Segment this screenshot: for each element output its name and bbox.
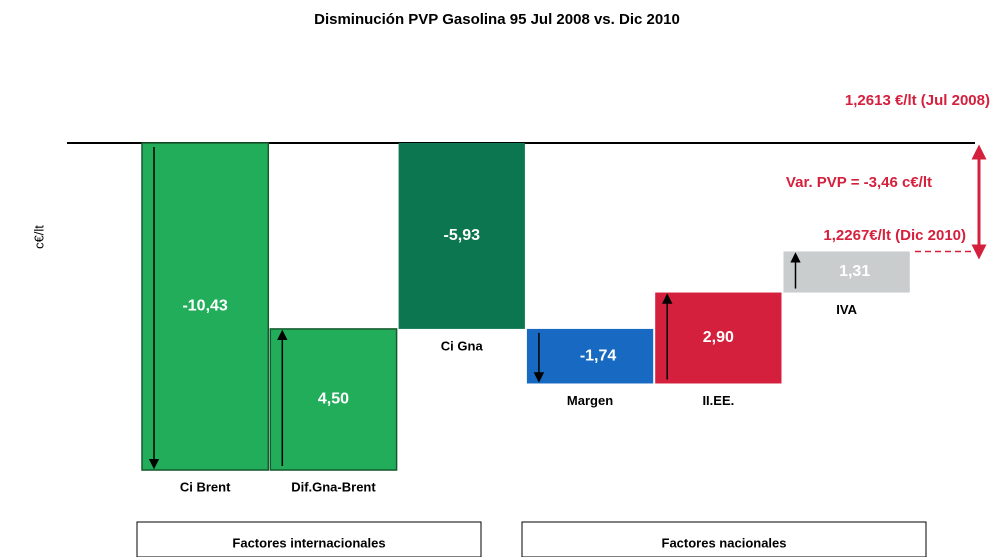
value-label: -10,43	[182, 298, 227, 315]
annotation: Var. PVP = -3,46 c€/lt	[786, 174, 932, 191]
group-label: Factores nacionales	[662, 535, 787, 550]
category-label: Ci Gna	[441, 338, 484, 353]
bar	[141, 142, 270, 471]
bar	[526, 328, 654, 384]
bar	[269, 328, 398, 471]
category-label: Margen	[567, 393, 613, 408]
group-box	[136, 521, 482, 557]
value-label: 1,31	[839, 263, 870, 280]
value-label: 4,50	[318, 391, 349, 408]
annotation: 1,2613 €/lt (Jul 2008)	[845, 92, 990, 109]
category-label: Ci Brent	[180, 479, 231, 494]
annotation: 1,2267€/lt (Dic 2010)	[823, 227, 966, 244]
category-label: II.EE.	[702, 393, 734, 408]
group-box	[521, 521, 927, 557]
bar	[398, 142, 525, 329]
bar	[783, 251, 910, 293]
group-label: Factores internacionales	[232, 535, 385, 550]
category-label: IVA	[836, 302, 857, 317]
chart-title: Disminución PVP Gasolina 95 Jul 2008 vs.…	[314, 11, 680, 28]
bar	[655, 292, 782, 384]
value-label: -5,93	[444, 227, 481, 244]
category-label: Dif.Gna-Brent	[291, 479, 376, 494]
value-label: 2,90	[703, 329, 734, 346]
value-label: -1,74	[580, 347, 617, 364]
y-axis-label: c€/lt	[31, 225, 46, 249]
